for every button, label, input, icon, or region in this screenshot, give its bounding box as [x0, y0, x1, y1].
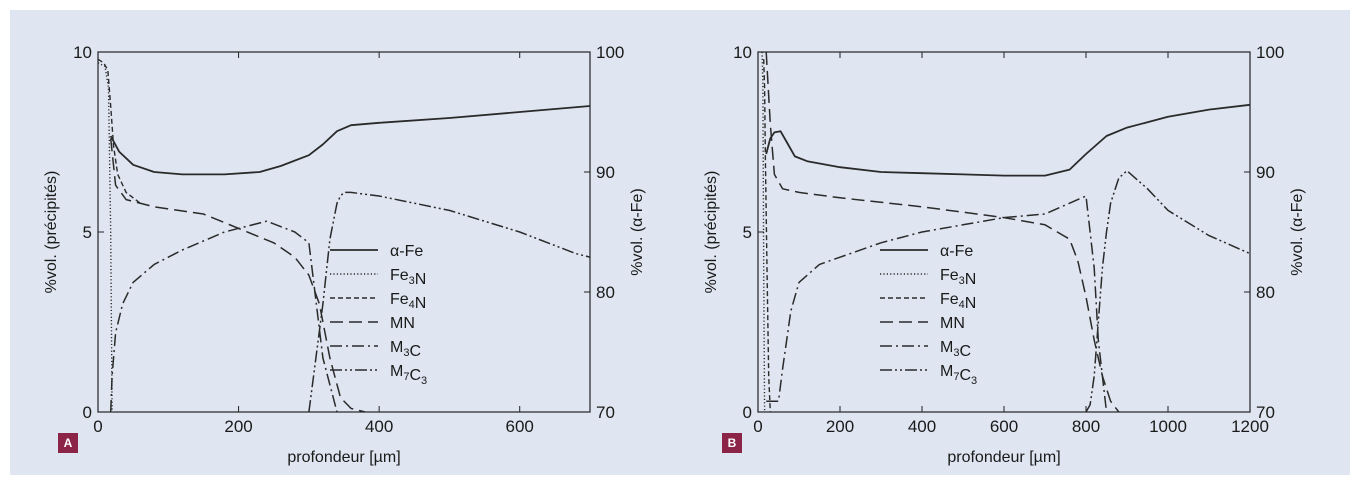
y-left-tick-label: 0 [83, 403, 92, 422]
y-right-tick-label: 100 [596, 43, 624, 62]
chart-panel-b: 0 200 400 600 800 1000 1200 0 5 10 70 80 90 100 profon… [703, 43, 1306, 466]
legend-label: α-Fe [390, 243, 423, 260]
legend-label: MN [940, 315, 965, 332]
y-axis-right-title: %vol. (α-Fe) [629, 188, 646, 275]
x-tick-label: 800 [1072, 417, 1100, 436]
y-right-tick-label: 90 [596, 163, 615, 182]
series-line-m7c3 [1085, 170, 1250, 412]
series-line-mn [109, 138, 366, 412]
y-right-tick-label: 80 [1256, 283, 1275, 302]
x-tick-label: 600 [990, 417, 1018, 436]
y-right-tick-label: 80 [596, 283, 615, 302]
series-line-mn [765, 52, 1120, 412]
series-line-fe [765, 103, 1250, 177]
x-tick-label: 400 [908, 417, 936, 436]
y-left-tick-label: 0 [743, 403, 752, 422]
y-right-tick-label: 70 [596, 403, 615, 422]
x-tick-label: 400 [365, 417, 393, 436]
legend-label: M3C [390, 339, 421, 360]
y-right-tick-label: 70 [1256, 403, 1275, 422]
legend-label: Fe4N [390, 291, 426, 312]
y-right-tick-label: 90 [1256, 163, 1275, 182]
plot-frame [97, 51, 591, 413]
series-line-fe3n [761, 52, 766, 412]
series-line-m3c [109, 220, 338, 412]
series-line-fe3n [98, 62, 113, 412]
y-axis-right-title: %vol. (α-Fe) [1289, 188, 1306, 275]
x-tick-label: 600 [506, 417, 534, 436]
y-axis-left-title: %vol. (précipités) [703, 171, 720, 294]
y-axis-left-title: %vol. (précipités) [43, 171, 60, 294]
chart-panel-a: 0 200 400 600 0 5 10 70 80 90 100 profondeur [µm] %v… [43, 43, 646, 466]
legend-label: α-Fe [940, 243, 973, 260]
series-line-fe4n [98, 58, 141, 204]
legend-label: M7C3 [390, 363, 427, 387]
legend-label: Fe3N [390, 267, 426, 288]
x-tick-label: 1200 [1231, 417, 1269, 436]
y-left-tick-label: 5 [83, 223, 92, 242]
x-tick-label: 0 [753, 417, 762, 436]
legend-label: Fe4N [940, 291, 976, 312]
x-axis-title: profondeur [µm] [287, 449, 400, 466]
y-left-tick-label: 10 [73, 43, 92, 62]
legend-label: M3C [940, 339, 971, 360]
panel-label-a: A [58, 433, 78, 453]
x-tick-label: 1000 [1149, 417, 1187, 436]
legend-label: Fe3N [940, 267, 976, 288]
panel-label-b: B [722, 433, 742, 453]
series-line-fe [109, 105, 590, 176]
x-tick-label: 200 [826, 417, 854, 436]
y-left-tick-label: 5 [743, 223, 752, 242]
y-left-tick-label: 10 [733, 43, 752, 62]
plot-frame [757, 51, 1251, 413]
y-right-tick-label: 100 [1256, 43, 1284, 62]
series-line-m7c3 [308, 191, 590, 412]
x-tick-label: 0 [93, 417, 102, 436]
figure: 0 200 400 600 0 5 10 70 80 90 100 profondeur [µm] %v… [10, 10, 1350, 475]
x-tick-label: 200 [224, 417, 252, 436]
x-axis-title: profondeur [µm] [947, 449, 1060, 466]
series-line-m3c [766, 195, 1108, 412]
legend-label: MN [390, 315, 415, 332]
series-line-fe4n [763, 59, 771, 412]
legend-label: M7C3 [940, 363, 977, 387]
